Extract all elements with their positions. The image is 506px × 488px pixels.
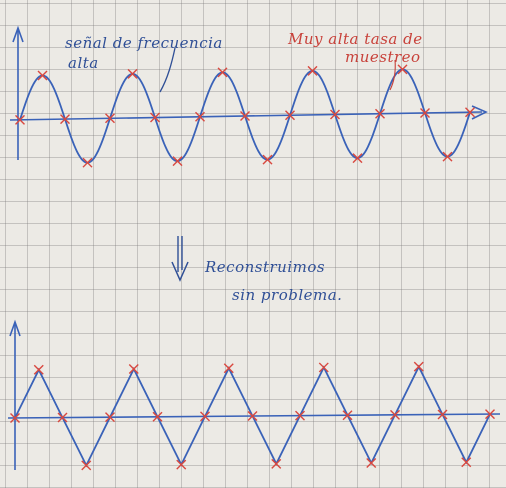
high-frequency-label-line2: alta <box>68 54 99 72</box>
bottom-sample-x-cross-icon <box>33 364 44 375</box>
top-sample-x-cross-icon <box>262 154 273 165</box>
top-sample-x-cross-icon <box>352 153 363 164</box>
bottom-plot <box>7 319 501 471</box>
high-frequency-label-line1: señal de frecuencia <box>65 34 223 52</box>
bottom-sample-x-cross-icon <box>57 412 68 423</box>
bottom-sample-x-cross-icon <box>247 411 258 422</box>
top-sample-x-cross-icon <box>60 114 70 125</box>
bottom-y-axis-arrowhead <box>9 319 21 337</box>
bottom-sample-x-cross-icon <box>152 411 163 422</box>
bottom-sample-x-cross-icon <box>105 412 115 423</box>
top-sample-x-cross-icon <box>150 112 160 123</box>
top-x-axis-arrowhead <box>471 105 488 120</box>
bottom-sample-x-cross-icon <box>271 458 282 469</box>
top-sample-x-cross-icon <box>420 107 430 118</box>
down-arrow-icon <box>171 236 189 282</box>
bottom-sample-x-cross-icon <box>485 409 495 420</box>
top-sample-x-cross-icon <box>82 157 93 168</box>
bottom-sample-x-cross-icon <box>461 457 472 468</box>
bottom-sample-x-cross-icon <box>318 362 329 373</box>
bottom-x-axis <box>7 413 501 419</box>
top-sample-x-cross-icon <box>195 111 205 122</box>
reconstruct-label-line2: sin problema. <box>232 286 342 304</box>
bottom-sample-x-cross-icon <box>10 412 20 423</box>
bottom-sample-x-cross-icon <box>295 410 305 421</box>
callout-line <box>159 47 176 93</box>
top-y-axis-arrowhead <box>12 25 24 43</box>
bottom-sample-x-cross-icon <box>176 459 187 470</box>
high-sample-rate-label-line1: Muy alta tasa de <box>287 30 423 48</box>
top-sample-x-cross-icon <box>397 64 408 75</box>
bottom-sample-x-cross-icon <box>390 409 400 420</box>
bottom-sample-x-cross-icon <box>413 361 424 372</box>
bottom-sample-x-cross-icon <box>81 460 92 471</box>
bottom-sample-marks <box>10 361 495 471</box>
reconstruct-label-line1: Reconstruimos <box>204 258 325 276</box>
bottom-sample-x-cross-icon <box>223 363 234 374</box>
bottom-sample-x-cross-icon <box>200 411 210 422</box>
callout-line-right <box>389 59 396 91</box>
top-sample-x-cross-icon <box>285 110 295 121</box>
top-sample-x-cross-icon <box>105 113 115 124</box>
top-sample-x-cross-icon <box>37 70 48 81</box>
top-sample-x-cross-icon <box>307 65 318 76</box>
top-sample-x-cross-icon <box>442 151 453 162</box>
top-sample-x-cross-icon <box>217 67 228 78</box>
top-sample-marks <box>15 64 475 168</box>
bottom-sample-x-cross-icon <box>342 410 353 421</box>
top-sample-x-cross-icon <box>375 108 385 119</box>
top-sample-x-cross-icon <box>172 156 183 167</box>
top-plot <box>9 25 488 168</box>
bottom-sample-x-cross-icon <box>437 409 448 420</box>
top-sample-x-cross-icon <box>465 107 475 118</box>
top-sample-x-cross-icon <box>15 114 25 125</box>
top-sample-x-cross-icon <box>330 109 340 120</box>
top-sample-x-cross-icon <box>240 111 250 122</box>
bottom-sample-x-cross-icon <box>128 363 139 374</box>
high-sample-rate-label-line2: muestreo <box>345 48 421 66</box>
top-sample-x-cross-icon <box>127 68 138 79</box>
bottom-sample-x-cross-icon <box>366 458 377 469</box>
